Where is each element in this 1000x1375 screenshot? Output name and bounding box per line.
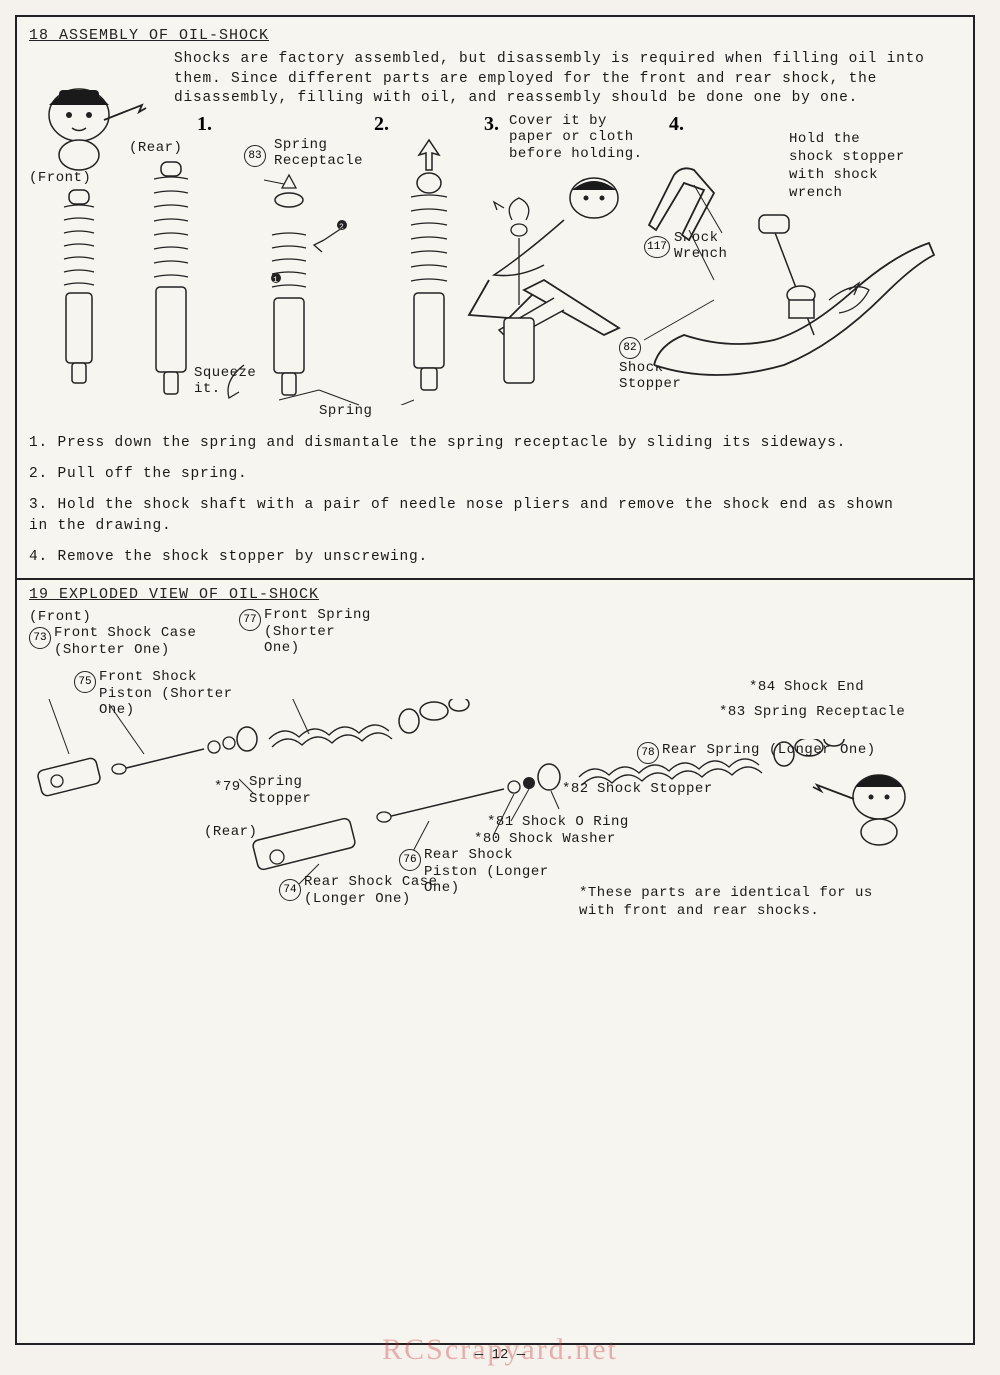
part-83-badge: 83 — [244, 145, 266, 167]
footnote: *These parts are identical for us with f… — [579, 884, 879, 920]
part-74-badge: 74 — [279, 879, 301, 901]
step-2-number: 2. — [374, 113, 389, 136]
page-number: — 12 — — [475, 1347, 525, 1363]
section-divider — [17, 578, 973, 580]
shock-end-label: Shock End — [784, 679, 864, 695]
part-75-badge: 75 — [74, 671, 96, 693]
part-78-badge: 78 — [637, 742, 659, 764]
svg-text:2: 2 — [339, 223, 344, 232]
step-4-number: 4. — [669, 113, 684, 136]
part-76-badge: 76 — [399, 849, 421, 871]
instruction-3: 3. Hold the shock shaft with a pair of n… — [29, 495, 961, 537]
shock-oring-label: Shock O Ring — [522, 814, 629, 830]
part-83-label: *83 — [719, 704, 746, 720]
spring-receptacle-label-2: Spring Receptacle — [754, 704, 905, 720]
part-82-label: *82 — [562, 781, 589, 797]
front-label: (Front) — [29, 170, 91, 186]
front-label-2: (Front) — [29, 609, 91, 625]
part-73-badge: 73 — [29, 627, 51, 649]
step4-diagram-icon — [634, 135, 944, 405]
part-77-badge: 77 — [239, 609, 261, 631]
spring-leader-icon — [274, 385, 364, 415]
mascot-icon-2 — [809, 757, 929, 857]
intro-text: Shocks are factory assembled, but disass… — [174, 50, 961, 109]
svg-text:1: 1 — [273, 276, 278, 285]
steps-illustration-row: 1. 2. 3. 4. Cover it by paper or cloth b… — [29, 115, 961, 425]
rear-spring-label: Rear Spring (Longer One) — [662, 742, 876, 758]
front-spring-label: Front Spring (Shorter One) — [264, 607, 374, 657]
step-3-number: 3. — [484, 113, 499, 136]
spring-receptacle-label: Spring Receptacle — [274, 137, 364, 171]
instruction-2: 2. Pull off the spring. — [29, 464, 961, 485]
rear-shock-case-label: Rear Shock Case (Longer One) — [304, 874, 444, 908]
section-19-title: 19 EXPLODED VIEW OF OIL-SHOCK — [29, 586, 961, 603]
squeeze-label: Squeeze it. — [194, 365, 264, 399]
rear-shock-piston-label: Rear Shock Piston (Longer One) — [424, 847, 574, 897]
section-18-title: 18 ASSEMBLY OF OIL-SHOCK — [29, 27, 961, 44]
front-shock-case-label: Front Shock Case (Shorter One) — [54, 625, 204, 659]
step3-note: Cover it by paper or cloth before holdin… — [509, 113, 649, 163]
rear-label: (Rear) — [129, 140, 182, 156]
part-80-label: *80 — [474, 831, 501, 847]
exploded-view: (Front) 73 Front Shock Case (Shorter One… — [29, 609, 961, 939]
instruction-1: 1. Press down the spring and dismantale … — [29, 433, 961, 454]
shock-washer-label: Shock Washer — [509, 831, 616, 847]
front-shock-icon — [44, 185, 114, 395]
instructions-list: 1. Press down the spring and dismantale … — [29, 433, 961, 568]
step-1-number: 1. — [197, 113, 212, 136]
shock-stopper-label-2: Shock Stopper — [597, 781, 713, 797]
instruction-4: 4. Remove the shock stopper by unscrewin… — [29, 547, 961, 568]
part-84-label: *84 — [749, 679, 776, 695]
part-81-label: *81 — [487, 814, 514, 830]
